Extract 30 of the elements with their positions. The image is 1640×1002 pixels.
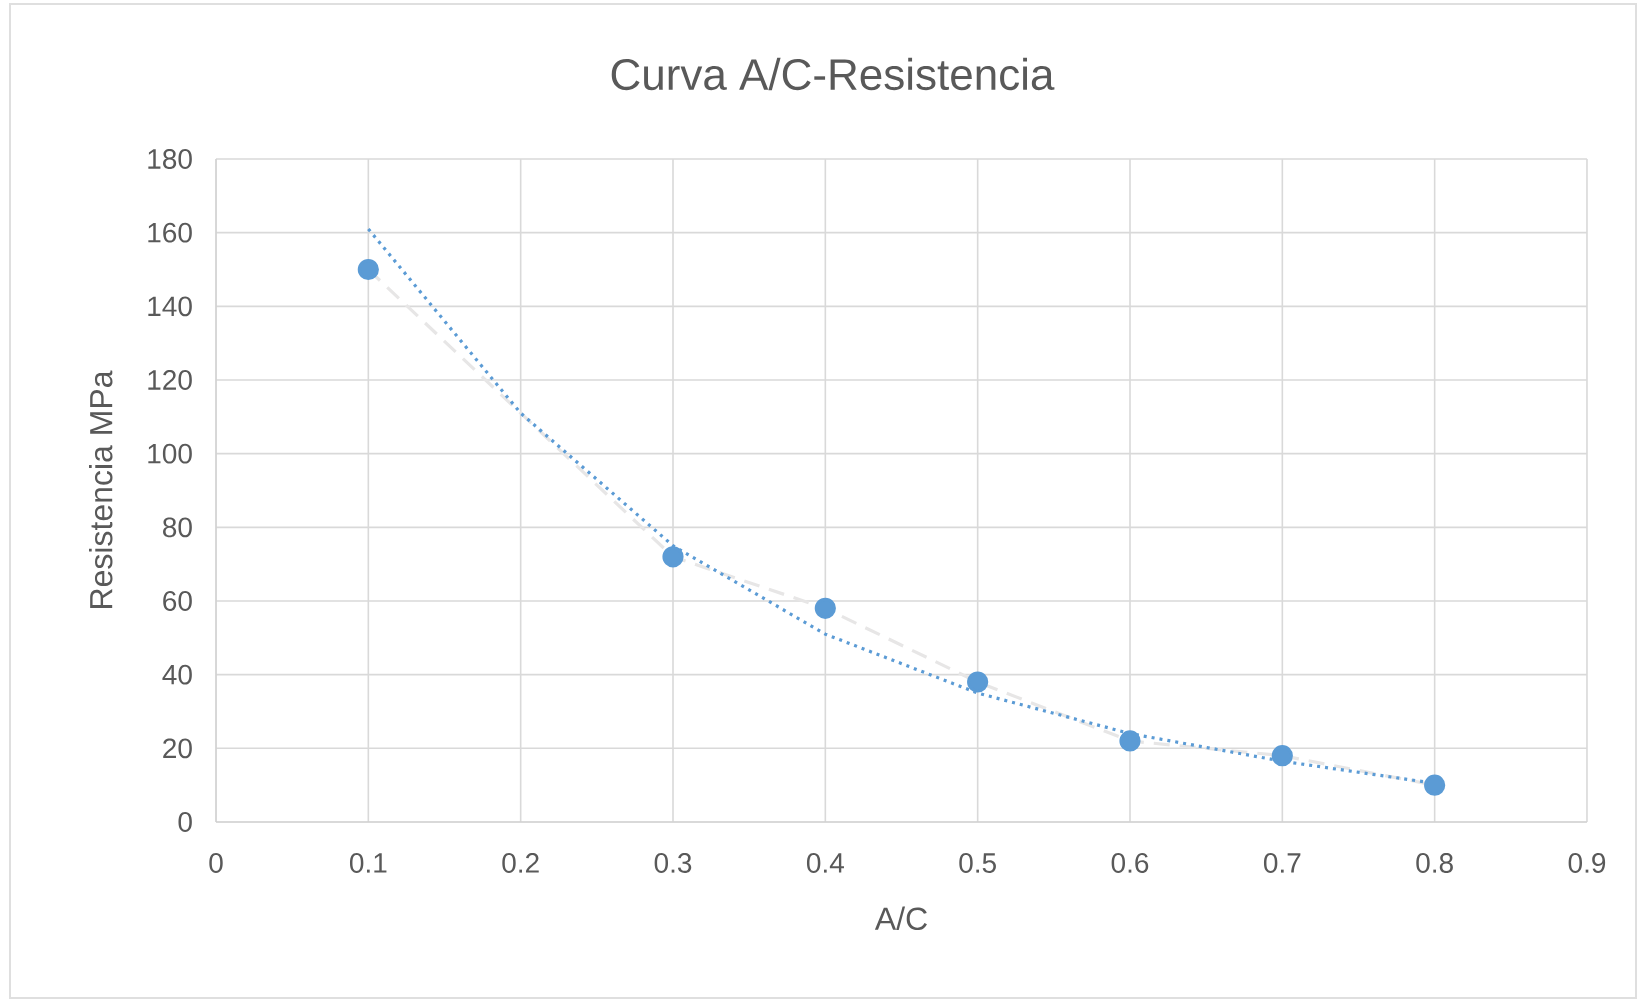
- x-tick-label: 0.3: [654, 853, 692, 873]
- chart-title: Curva A/C-Resistencia: [611, 57, 1055, 91]
- x-tick-label: 0: [209, 853, 223, 873]
- point: [1424, 774, 1446, 796]
- point: [1271, 745, 1293, 767]
- y-tick-label: 20: [163, 738, 192, 759]
- y-tick-label: 0: [178, 812, 192, 832]
- y-tick-label: 180: [148, 149, 192, 169]
- point: [967, 671, 989, 693]
- y-tick-label: 140: [148, 296, 192, 317]
- point: [357, 258, 379, 281]
- y-axis-title: Resistencia MPa: [89, 370, 113, 608]
- x-axis-title: A/C: [874, 906, 927, 931]
- y-tick-label: 100: [148, 443, 192, 464]
- x-tick-label: 0.1: [349, 853, 387, 873]
- y-tick-label: 120: [148, 370, 192, 390]
- point: [1119, 730, 1141, 752]
- x-tick-label: 0.6: [1111, 853, 1149, 873]
- x-tick-label: 0.4: [806, 853, 844, 873]
- y-tick-label: 60: [163, 591, 192, 611]
- x-tick-label: 0.7: [1263, 853, 1301, 873]
- x-tick-label: 0.5: [959, 853, 996, 873]
- x-tick-label: 0.9: [1568, 853, 1606, 873]
- y-tick-label: 40: [162, 664, 192, 685]
- x-tick-label: 0.8: [1416, 853, 1453, 873]
- y-tick-label: 160: [148, 222, 192, 243]
- point: [814, 597, 836, 619]
- point: [662, 546, 684, 568]
- y-tick-label: 80: [163, 517, 192, 538]
- x-tick-label: 0.2: [502, 853, 539, 873]
